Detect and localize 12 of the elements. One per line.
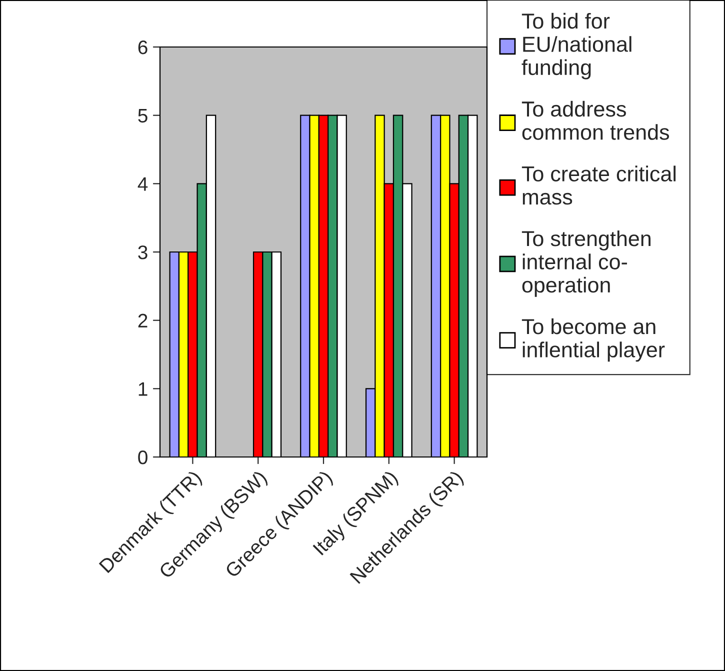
legend-label: To bid for EU/national funding	[522, 12, 632, 80]
y-tick-label: 5	[138, 109, 148, 123]
y-tick-label: 6	[138, 40, 148, 54]
y-tick-label: 2	[138, 314, 148, 328]
legend-label: To create critical mass	[522, 166, 676, 205]
legend-label: To strengthen internal co- operation	[522, 230, 650, 297]
y-tick-label: 4	[138, 177, 148, 191]
legend-label: To become an inflential player	[522, 318, 665, 362]
legend-label: To address common trends	[522, 100, 670, 140]
y-tick-label: 0	[138, 450, 148, 464]
y-tick-label: 3	[138, 245, 148, 260]
y-tick-label: 1	[138, 382, 148, 396]
